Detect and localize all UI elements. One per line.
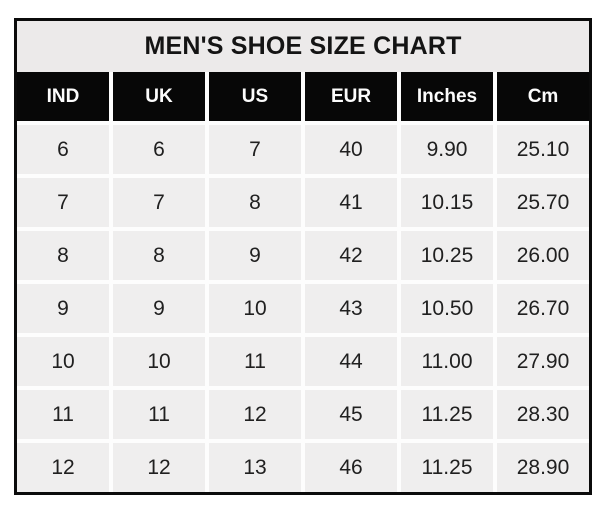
cell-r1-ind: 6 <box>17 125 109 174</box>
cell-r3-cm: 26.00 <box>497 231 589 280</box>
cell-r4-ind: 9 <box>17 284 109 333</box>
cell-r4-eur: 43 <box>305 284 397 333</box>
cell-r4-cm: 26.70 <box>497 284 589 333</box>
cell-r2-inches: 10.15 <box>401 178 493 227</box>
cell-r7-inches: 11.25 <box>401 443 493 492</box>
cell-r6-eur: 45 <box>305 390 397 439</box>
cell-r5-eur: 44 <box>305 337 397 386</box>
cell-r1-us: 7 <box>209 125 301 174</box>
cell-r5-cm: 27.90 <box>497 337 589 386</box>
cell-r2-cm: 25.70 <box>497 178 589 227</box>
header-cell-uk: UK <box>113 72 205 121</box>
header-cell-inches: Inches <box>401 72 493 121</box>
cell-r2-eur: 41 <box>305 178 397 227</box>
cell-r6-ind: 11 <box>17 390 109 439</box>
cell-r3-uk: 8 <box>113 231 205 280</box>
cell-r4-uk: 9 <box>113 284 205 333</box>
cell-r1-cm: 25.10 <box>497 125 589 174</box>
cell-r3-inches: 10.25 <box>401 231 493 280</box>
cell-r5-uk: 10 <box>113 337 205 386</box>
header-cell-eur: EUR <box>305 72 397 121</box>
cell-r7-uk: 12 <box>113 443 205 492</box>
cell-r1-uk: 6 <box>113 125 205 174</box>
size-grid: IND UK US EUR Inches Cm 6 6 7 40 9.90 25.10 7 7 8 41 10.… <box>17 72 589 492</box>
cell-r2-uk: 7 <box>113 178 205 227</box>
cell-r6-uk: 11 <box>113 390 205 439</box>
header-cell-us: US <box>209 72 301 121</box>
header-cell-cm: Cm <box>497 72 589 121</box>
chart-title: MEN'S SHOE SIZE CHART <box>17 21 589 72</box>
cell-r2-us: 8 <box>209 178 301 227</box>
cell-r5-ind: 10 <box>17 337 109 386</box>
cell-r1-eur: 40 <box>305 125 397 174</box>
cell-r3-us: 9 <box>209 231 301 280</box>
cell-r6-inches: 11.25 <box>401 390 493 439</box>
cell-r7-eur: 46 <box>305 443 397 492</box>
cell-r2-ind: 7 <box>17 178 109 227</box>
cell-r4-inches: 10.50 <box>401 284 493 333</box>
cell-r7-us: 13 <box>209 443 301 492</box>
cell-r3-eur: 42 <box>305 231 397 280</box>
cell-r3-ind: 8 <box>17 231 109 280</box>
cell-r1-inches: 9.90 <box>401 125 493 174</box>
cell-r6-us: 12 <box>209 390 301 439</box>
cell-r7-ind: 12 <box>17 443 109 492</box>
cell-r5-us: 11 <box>209 337 301 386</box>
shoe-size-chart: MEN'S SHOE SIZE CHART IND UK US EUR Inches Cm… <box>14 18 592 495</box>
cell-r4-us: 10 <box>209 284 301 333</box>
cell-r6-cm: 28.30 <box>497 390 589 439</box>
cell-r5-inches: 11.00 <box>401 337 493 386</box>
header-cell-ind: IND <box>17 72 109 121</box>
cell-r7-cm: 28.90 <box>497 443 589 492</box>
